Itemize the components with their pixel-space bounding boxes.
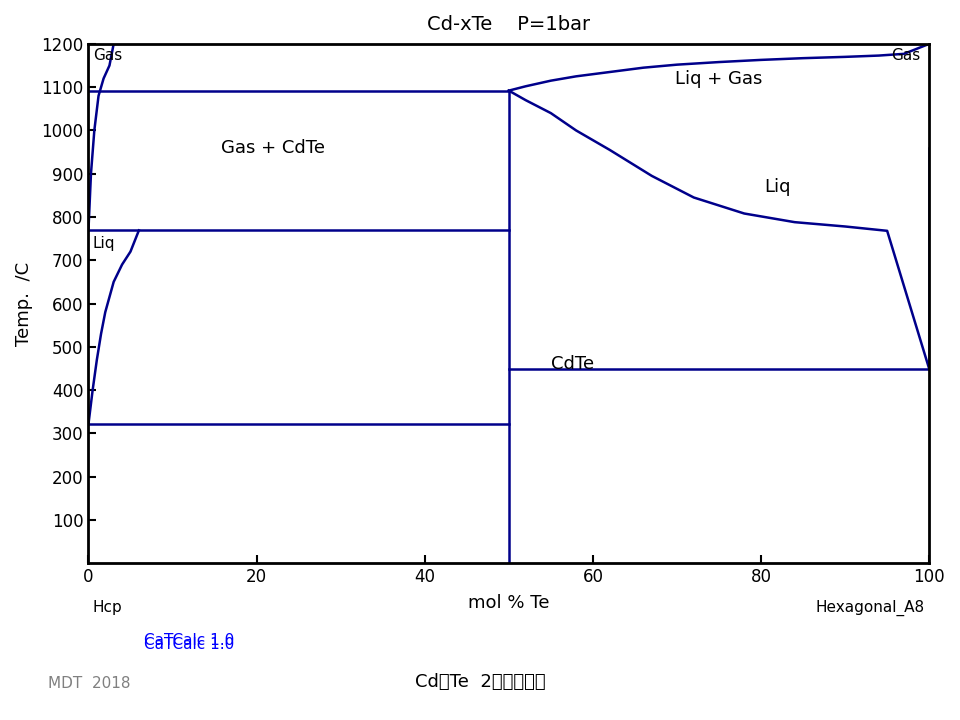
Text: Gas: Gas	[93, 48, 122, 63]
Text: Hcp: Hcp	[93, 600, 122, 615]
Text: MDT  2018: MDT 2018	[48, 676, 131, 691]
Title: Cd-xTe    P=1bar: Cd-xTe P=1bar	[427, 15, 590, 34]
Text: Liq: Liq	[93, 236, 115, 251]
Text: Gas + CdTe: Gas + CdTe	[222, 139, 325, 157]
Text: Gas: Gas	[892, 48, 921, 63]
Y-axis label: Temp.  /C: Temp. /C	[15, 261, 33, 346]
Text: CaTCalc 1.0: CaTCalc 1.0	[144, 636, 234, 652]
Text: CaTCalc 1.0: CaTCalc 1.0	[144, 633, 234, 648]
Text: Liq: Liq	[764, 178, 791, 196]
Text: CdTe: CdTe	[551, 355, 594, 373]
Text: Liq + Gas: Liq + Gas	[675, 70, 762, 88]
Text: Cd－Te  2元系状態図: Cd－Te 2元系状態図	[415, 673, 545, 691]
Text: Hexagonal_A8: Hexagonal_A8	[816, 600, 925, 616]
X-axis label: mol % Te: mol % Te	[468, 594, 549, 612]
